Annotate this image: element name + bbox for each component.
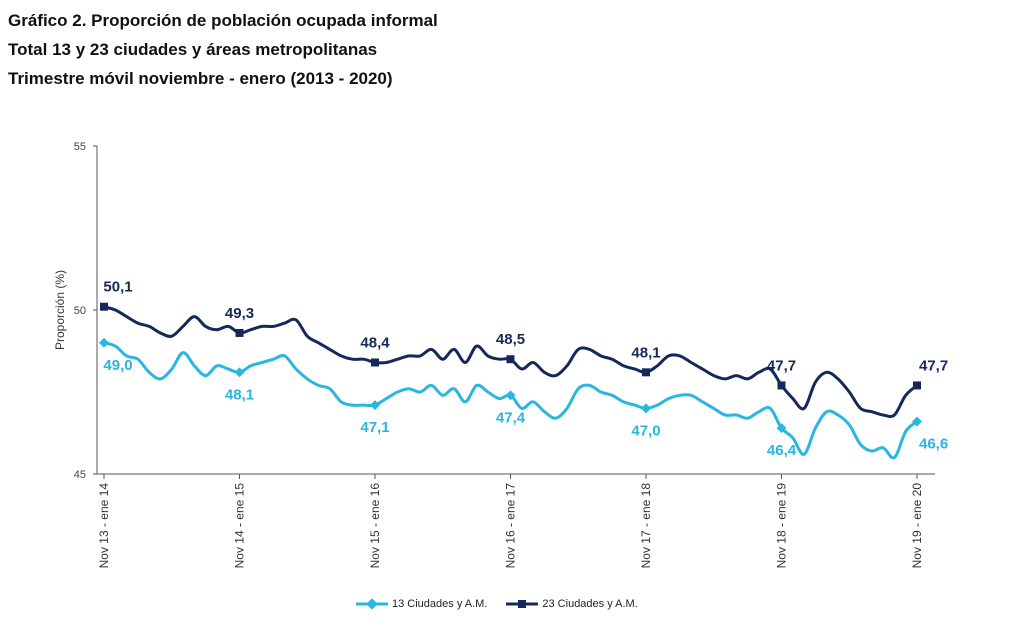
series-1-marker-60 xyxy=(777,381,786,390)
x-tick-label-3: Nov 16 - ene 17 xyxy=(504,483,518,569)
series-1-marker-0 xyxy=(100,302,108,311)
x-tick-label-1: Nov 14 - ene 15 xyxy=(233,483,247,569)
series-0-marker-48 xyxy=(641,403,651,414)
series-1-data-label-12: 49,3 xyxy=(225,305,254,322)
series-1-data-label-60: 47,7 xyxy=(767,357,796,374)
series-1-marker-24 xyxy=(371,358,379,367)
legend-label-23-ciudades: 23 Ciudades y A.M. xyxy=(542,598,638,610)
series-0-marker-72 xyxy=(912,416,922,427)
series-1-marker-48 xyxy=(642,368,650,377)
x-tick-label-5: Nov 18 - ene 19 xyxy=(775,483,789,569)
series-1-marker-72 xyxy=(913,381,921,390)
x-tick-label-4: Nov 17 - ene 18 xyxy=(639,483,653,569)
legend-item-13-ciudades: 13 Ciudades y A.M. xyxy=(355,598,487,610)
x-tick-label-0: Nov 13 - ene 14 xyxy=(97,483,111,569)
series-0-data-label-36: 47,4 xyxy=(496,409,526,426)
series-0-marker-24 xyxy=(370,400,380,411)
series-0-data-label-60: 46,4 xyxy=(767,442,797,459)
series-1-data-label-48: 48,1 xyxy=(631,344,660,361)
series-0-data-label-72: 46,6 xyxy=(919,436,948,453)
series-1-data-label-72: 47,7 xyxy=(919,357,948,374)
legend-swatch-23-ciudades xyxy=(506,600,539,608)
series-0-data-label-24: 47,1 xyxy=(360,419,389,436)
chart-subtitle: Total 13 y 23 ciudades y áreas metropoli… xyxy=(8,40,378,59)
legend-swatch-13-ciudades xyxy=(356,598,388,610)
y-tick-label-45: 45 xyxy=(74,469,86,481)
series-1-marker-36 xyxy=(506,355,515,364)
x-tick-label-6: Nov 19 - ene 20 xyxy=(910,483,924,569)
y-tick-label-55: 55 xyxy=(74,141,86,153)
chart-legend: 13 Ciudades y A.M. 23 Ciudades y A.M. xyxy=(355,598,638,610)
chart-period: Trimestre móvil noviembre - enero (2013 … xyxy=(8,69,393,88)
series-0-data-label-12: 48,1 xyxy=(225,386,254,403)
legend-label-13-ciudades: 13 Ciudades y A.M. xyxy=(392,598,488,610)
series-0-marker-36 xyxy=(505,390,516,401)
legend-item-23-ciudades: 23 Ciudades y A.M. xyxy=(505,598,638,610)
y-axis-title: Proporción (%) xyxy=(53,270,67,350)
chart-title: Gráfico 2. Proporción de población ocupa… xyxy=(8,11,438,30)
series-0-marker-60 xyxy=(776,423,787,434)
y-tick-label-50: 50 xyxy=(74,305,86,317)
chart-title-block: Gráfico 2. Proporción de población ocupa… xyxy=(8,6,438,93)
series-0-data-label-0: 49,0 xyxy=(103,357,132,374)
series-1-data-label-0: 50,1 xyxy=(103,279,132,296)
series-0-marker-0 xyxy=(99,337,109,348)
series-1-marker-12 xyxy=(235,328,244,337)
series-0-data-label-48: 47,0 xyxy=(631,422,660,439)
x-tick-label-2: Nov 15 - ene 16 xyxy=(368,483,382,569)
series-0-marker-12 xyxy=(234,367,245,378)
series-1-data-label-36: 48,5 xyxy=(496,331,525,348)
series-1-data-label-24: 48,4 xyxy=(360,334,390,351)
